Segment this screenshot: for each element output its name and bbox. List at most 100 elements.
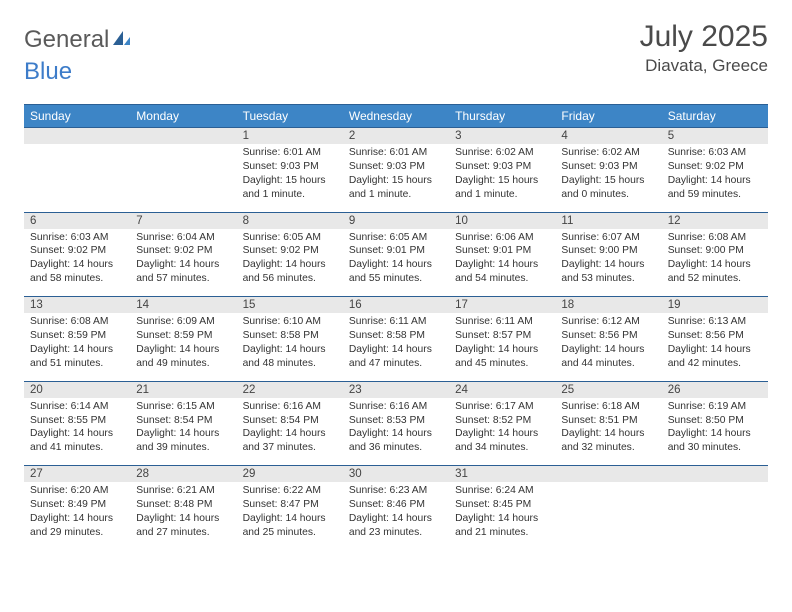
day-details-cell: Sunrise: 6:03 AMSunset: 9:02 PMDaylight:… (662, 144, 768, 212)
sunset-line: Sunset: 9:02 PM (136, 244, 230, 258)
sunset-line: Sunset: 9:02 PM (30, 244, 124, 258)
day-details-cell: Sunrise: 6:06 AMSunset: 9:01 PMDaylight:… (449, 229, 555, 297)
day-number-cell: 11 (555, 212, 661, 229)
logo: GeneralBlue (24, 20, 131, 86)
day-number: 9 (343, 213, 449, 229)
weekday-header: Thursday (449, 105, 555, 128)
day-number: 10 (449, 213, 555, 229)
daylight-line: Daylight: 14 hours and 51 minutes. (30, 343, 124, 371)
day-number-cell: 12 (662, 212, 768, 229)
daylight-line: Daylight: 14 hours and 54 minutes. (455, 258, 549, 286)
day-number: 8 (237, 213, 343, 229)
day-number-cell: 14 (130, 297, 236, 314)
day-number: 20 (24, 382, 130, 398)
sunrise-line: Sunrise: 6:23 AM (349, 484, 443, 498)
day-number-row: 6789101112 (24, 212, 768, 229)
sunset-line: Sunset: 8:47 PM (243, 498, 337, 512)
day-details-cell (130, 144, 236, 212)
day-details-cell: Sunrise: 6:10 AMSunset: 8:58 PMDaylight:… (237, 313, 343, 381)
day-details-cell: Sunrise: 6:22 AMSunset: 8:47 PMDaylight:… (237, 482, 343, 550)
day-number: 7 (130, 213, 236, 229)
day-number-cell: 10 (449, 212, 555, 229)
daylight-line: Daylight: 14 hours and 21 minutes. (455, 512, 549, 540)
daylight-line: Daylight: 14 hours and 42 minutes. (668, 343, 762, 371)
day-number-cell: 28 (130, 466, 236, 483)
day-number: 5 (662, 128, 768, 144)
day-details-row: Sunrise: 6:08 AMSunset: 8:59 PMDaylight:… (24, 313, 768, 381)
sunrise-line: Sunrise: 6:14 AM (30, 400, 124, 414)
daylight-line: Daylight: 14 hours and 25 minutes. (243, 512, 337, 540)
day-details-cell: Sunrise: 6:05 AMSunset: 9:02 PMDaylight:… (237, 229, 343, 297)
sunset-line: Sunset: 8:49 PM (30, 498, 124, 512)
sunset-line: Sunset: 8:54 PM (136, 414, 230, 428)
weekday-header: Sunday (24, 105, 130, 128)
location: Diavata, Greece (640, 56, 768, 76)
day-details-cell: Sunrise: 6:09 AMSunset: 8:59 PMDaylight:… (130, 313, 236, 381)
day-number-cell: 18 (555, 297, 661, 314)
day-number-cell: 21 (130, 381, 236, 398)
day-details-cell: Sunrise: 6:21 AMSunset: 8:48 PMDaylight:… (130, 482, 236, 550)
day-details-cell: Sunrise: 6:23 AMSunset: 8:46 PMDaylight:… (343, 482, 449, 550)
day-number-cell: 23 (343, 381, 449, 398)
sunset-line: Sunset: 9:03 PM (561, 160, 655, 174)
day-number-cell: 15 (237, 297, 343, 314)
sunrise-line: Sunrise: 6:05 AM (243, 231, 337, 245)
daylight-line: Daylight: 14 hours and 56 minutes. (243, 258, 337, 286)
daylight-line: Daylight: 14 hours and 58 minutes. (30, 258, 124, 286)
day-number: 3 (449, 128, 555, 144)
day-details-cell: Sunrise: 6:01 AMSunset: 9:03 PMDaylight:… (237, 144, 343, 212)
day-number: 21 (130, 382, 236, 398)
logo-sail-icon (111, 26, 131, 54)
weekday-header: Saturday (662, 105, 768, 128)
sunrise-line: Sunrise: 6:09 AM (136, 315, 230, 329)
day-number: 12 (662, 213, 768, 229)
sunrise-line: Sunrise: 6:06 AM (455, 231, 549, 245)
sunrise-line: Sunrise: 6:21 AM (136, 484, 230, 498)
daylight-line: Daylight: 14 hours and 29 minutes. (30, 512, 124, 540)
day-number-row: 20212223242526 (24, 381, 768, 398)
sunrise-line: Sunrise: 6:04 AM (136, 231, 230, 245)
day-details-cell: Sunrise: 6:04 AMSunset: 9:02 PMDaylight:… (130, 229, 236, 297)
sunset-line: Sunset: 8:45 PM (455, 498, 549, 512)
daylight-line: Daylight: 14 hours and 32 minutes. (561, 427, 655, 455)
daylight-line: Daylight: 14 hours and 44 minutes. (561, 343, 655, 371)
day-details-cell: Sunrise: 6:08 AMSunset: 8:59 PMDaylight:… (24, 313, 130, 381)
day-number-cell (555, 466, 661, 483)
sunset-line: Sunset: 8:59 PM (136, 329, 230, 343)
day-number: 22 (237, 382, 343, 398)
day-number: 13 (24, 297, 130, 313)
daylight-line: Daylight: 14 hours and 45 minutes. (455, 343, 549, 371)
sunrise-line: Sunrise: 6:01 AM (243, 146, 337, 160)
day-number-cell (130, 128, 236, 145)
day-number-cell: 20 (24, 381, 130, 398)
daylight-line: Daylight: 14 hours and 55 minutes. (349, 258, 443, 286)
day-number: 11 (555, 213, 661, 229)
daylight-line: Daylight: 15 hours and 1 minute. (243, 174, 337, 202)
day-details-cell (24, 144, 130, 212)
month-title: July 2025 (640, 20, 768, 54)
daylight-line: Daylight: 14 hours and 39 minutes. (136, 427, 230, 455)
day-number-cell: 5 (662, 128, 768, 145)
sunset-line: Sunset: 8:59 PM (30, 329, 124, 343)
day-details-cell: Sunrise: 6:02 AMSunset: 9:03 PMDaylight:… (449, 144, 555, 212)
day-number: 25 (555, 382, 661, 398)
day-number-cell: 8 (237, 212, 343, 229)
day-number-cell: 31 (449, 466, 555, 483)
day-number: 17 (449, 297, 555, 313)
daylight-line: Daylight: 14 hours and 47 minutes. (349, 343, 443, 371)
sunset-line: Sunset: 9:03 PM (349, 160, 443, 174)
day-details-cell: Sunrise: 6:12 AMSunset: 8:56 PMDaylight:… (555, 313, 661, 381)
daylight-line: Daylight: 14 hours and 30 minutes. (668, 427, 762, 455)
daylight-line: Daylight: 15 hours and 0 minutes. (561, 174, 655, 202)
day-number-row: 13141516171819 (24, 297, 768, 314)
sunrise-line: Sunrise: 6:24 AM (455, 484, 549, 498)
sunset-line: Sunset: 8:56 PM (561, 329, 655, 343)
sunset-line: Sunset: 8:53 PM (349, 414, 443, 428)
sunrise-line: Sunrise: 6:19 AM (668, 400, 762, 414)
weekday-header: Monday (130, 105, 236, 128)
day-number-cell: 29 (237, 466, 343, 483)
sunset-line: Sunset: 8:54 PM (243, 414, 337, 428)
day-details-cell: Sunrise: 6:07 AMSunset: 9:00 PMDaylight:… (555, 229, 661, 297)
day-number-row: 12345 (24, 128, 768, 145)
sunset-line: Sunset: 8:46 PM (349, 498, 443, 512)
